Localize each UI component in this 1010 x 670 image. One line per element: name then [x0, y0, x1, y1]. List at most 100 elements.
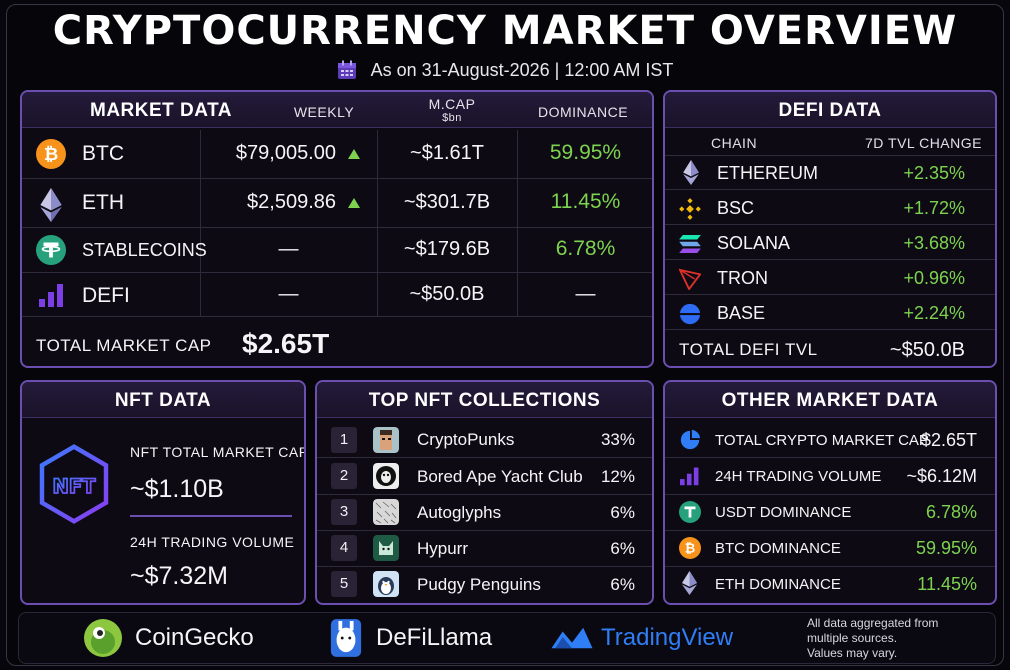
footer: CoinGecko DeFiLlama TradingView All data…	[18, 612, 996, 664]
defi-row-bsc-change: +1.72%	[903, 198, 965, 218]
defi-row-ethereum-chain: ETHEREUM	[717, 163, 819, 183]
bitcoin-icon: ₿	[679, 537, 701, 559]
defi-row-tron-change: +0.96%	[903, 268, 965, 288]
page-subtitle: As on 31-August-2026 | 12:00 AM IST	[0, 60, 1010, 81]
total-market-cap-value: $2.65T	[242, 328, 330, 359]
nft-market-cap-value: ~$1.10B	[130, 475, 224, 503]
cryptopunk-thumbnail	[373, 427, 399, 453]
up-arrow-icon	[348, 149, 360, 159]
other-row-label: BTC DOMINANCE	[715, 540, 841, 557]
other-row-value: 6.78%	[925, 502, 977, 522]
other-row-label: USDT DOMINANCE	[715, 504, 852, 521]
market-row-btc-price: $79,005.00	[235, 142, 336, 164]
source-coingecko: CoinGecko	[135, 624, 254, 651]
market-row-defi-dominance: —	[575, 283, 596, 305]
col-dominance: DOMINANCE	[537, 104, 629, 120]
collection-name: Hypurr	[417, 539, 469, 558]
market-row-stable-name: STABLECOINS	[82, 240, 207, 260]
bored-ape-thumbnail	[373, 463, 399, 489]
market-row-defi-name: DEFI	[82, 284, 130, 307]
defi-row-solana-change: +3.68%	[903, 233, 965, 253]
pudgy-penguin-thumbnail	[373, 571, 399, 597]
market-row-eth-price: $2,509.86	[247, 191, 336, 213]
ethereum-icon	[682, 571, 697, 595]
top-nft-collections-title: TOP NFT COLLECTIONS	[368, 390, 601, 411]
svg-text:₿: ₿	[44, 144, 59, 165]
nft-hexagon-icon: NFT	[39, 444, 109, 524]
market-data-header: MARKET DATA WEEKLY M.CAP $bn DOMINANCE	[22, 92, 652, 128]
market-row-btc-dominance: 59.95%	[549, 141, 622, 164]
svg-text:NFT: NFT	[52, 475, 96, 498]
source-tradingview: TradingView	[601, 624, 734, 651]
coingecko-logo-icon	[84, 619, 122, 657]
collection-name: Bored Ape Yacht Club	[417, 467, 583, 486]
pie-chart-icon	[680, 429, 701, 450]
nft-volume-label: 24H TRADING VOLUME	[130, 534, 295, 550]
col-mcap: M.CAP	[428, 96, 476, 112]
defi-row-bsc-chain: BSC	[717, 198, 755, 218]
hypurr-thumbnail	[373, 535, 399, 561]
collection-share: 6%	[610, 539, 635, 558]
collection-rank: 1	[331, 427, 357, 453]
collection-name: Pudgy Penguins	[417, 575, 541, 594]
collection-share: 6%	[610, 503, 635, 522]
footer-note-line-2: multiple sources.	[807, 631, 898, 645]
other-row-value: ~$6.12M	[906, 466, 977, 486]
solana-icon	[679, 235, 701, 253]
total-defi-tvl-value: ~$50.0B	[889, 339, 965, 361]
market-row-eth-dominance: 11.45%	[550, 190, 621, 213]
footer-note-line-1: All data aggregated from	[807, 616, 939, 630]
nft-data-title: NFT DATA	[114, 390, 212, 411]
binance-icon	[679, 198, 701, 220]
total-defi-tvl-label: TOTAL DEFI TVL	[679, 340, 818, 359]
nft-market-cap-label: NFT TOTAL MARKET CAP	[130, 444, 306, 460]
other-market-data-panel: OTHER MARKET DATA TOTAL CRYPTO MARKET CA…	[663, 380, 997, 605]
other-row-value: $2.65T	[920, 430, 977, 450]
col-mcap-unit: $bn	[442, 112, 462, 124]
subtitle-text: As on 31-August-2026 | 12:00 AM IST	[370, 60, 674, 80]
bar-chart-icon	[39, 284, 63, 307]
defi-data-title: DEFI DATA	[778, 100, 882, 121]
autoglyphs-thumbnail	[373, 499, 399, 525]
source-defillama: DeFiLlama	[376, 624, 493, 651]
other-market-data-title: OTHER MARKET DATA	[721, 390, 939, 411]
tron-icon	[679, 268, 701, 290]
svg-text:₿: ₿	[685, 541, 696, 556]
defillama-logo-icon	[330, 619, 362, 657]
bitcoin-icon: ₿	[36, 139, 66, 169]
collection-rank: 3	[331, 499, 357, 525]
nft-volume-value: ~$7.32M	[130, 562, 228, 590]
ethereum-icon	[683, 160, 699, 185]
defi-col-chain: CHAIN	[711, 135, 758, 151]
market-row-eth-name: ETH	[82, 191, 124, 214]
market-data-panel: MARKET DATA WEEKLY M.CAP $bn DOMINANCE ₿…	[20, 90, 654, 368]
footer-note-line-3: Values may vary.	[807, 646, 898, 660]
market-row-stable-mcap: ~$179.6B	[403, 238, 491, 260]
other-row-label: TOTAL CRYPTO MARKET CAP	[715, 432, 929, 449]
collection-rank: 5	[331, 571, 357, 597]
market-row-btc-mcap: ~$1.61T	[410, 142, 484, 164]
other-row-value: 59.95%	[915, 538, 977, 558]
market-row-defi-price: —	[278, 283, 299, 305]
defi-row-ethereum-change: +2.35%	[903, 163, 965, 183]
market-row-defi-mcap: ~$50.0B	[409, 283, 485, 305]
collection-share: 12%	[600, 467, 635, 486]
col-weekly: WEEKLY	[293, 104, 355, 120]
defi-row-base-chain: BASE	[717, 303, 766, 323]
collection-name: CryptoPunks	[417, 430, 515, 449]
base-icon	[679, 303, 701, 325]
other-market-data-header: OTHER MARKET DATA	[665, 382, 995, 418]
nft-data-panel: NFT DATA NFT NFT TOTAL MARKET CAP ~$1.10…	[20, 380, 306, 605]
defi-row-tron-chain: TRON	[717, 268, 768, 288]
collection-name: Autoglyphs	[417, 503, 502, 522]
collection-rank: 4	[331, 535, 357, 561]
top-nft-collections-header: TOP NFT COLLECTIONS	[317, 382, 652, 418]
market-row-btc-name: BTC	[82, 142, 124, 165]
collection-share: 33%	[600, 430, 635, 449]
collection-share: 6%	[610, 575, 635, 594]
market-row-stable-dominance: 6.78%	[555, 237, 616, 260]
collection-rank: 2	[331, 463, 357, 489]
defi-row-solana-chain: SOLANA	[717, 233, 791, 253]
defi-row-base-change: +2.24%	[903, 303, 965, 323]
defi-col-change: 7D TVL CHANGE	[865, 135, 982, 151]
